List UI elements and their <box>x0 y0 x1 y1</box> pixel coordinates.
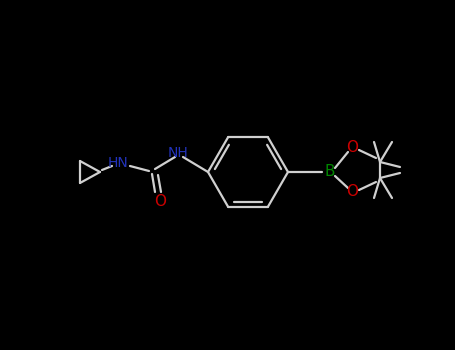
Text: O: O <box>346 184 358 200</box>
Text: NH: NH <box>167 146 188 160</box>
Text: O: O <box>154 194 166 209</box>
Text: HN: HN <box>108 156 128 170</box>
Text: B: B <box>325 164 335 180</box>
Text: O: O <box>346 140 358 155</box>
